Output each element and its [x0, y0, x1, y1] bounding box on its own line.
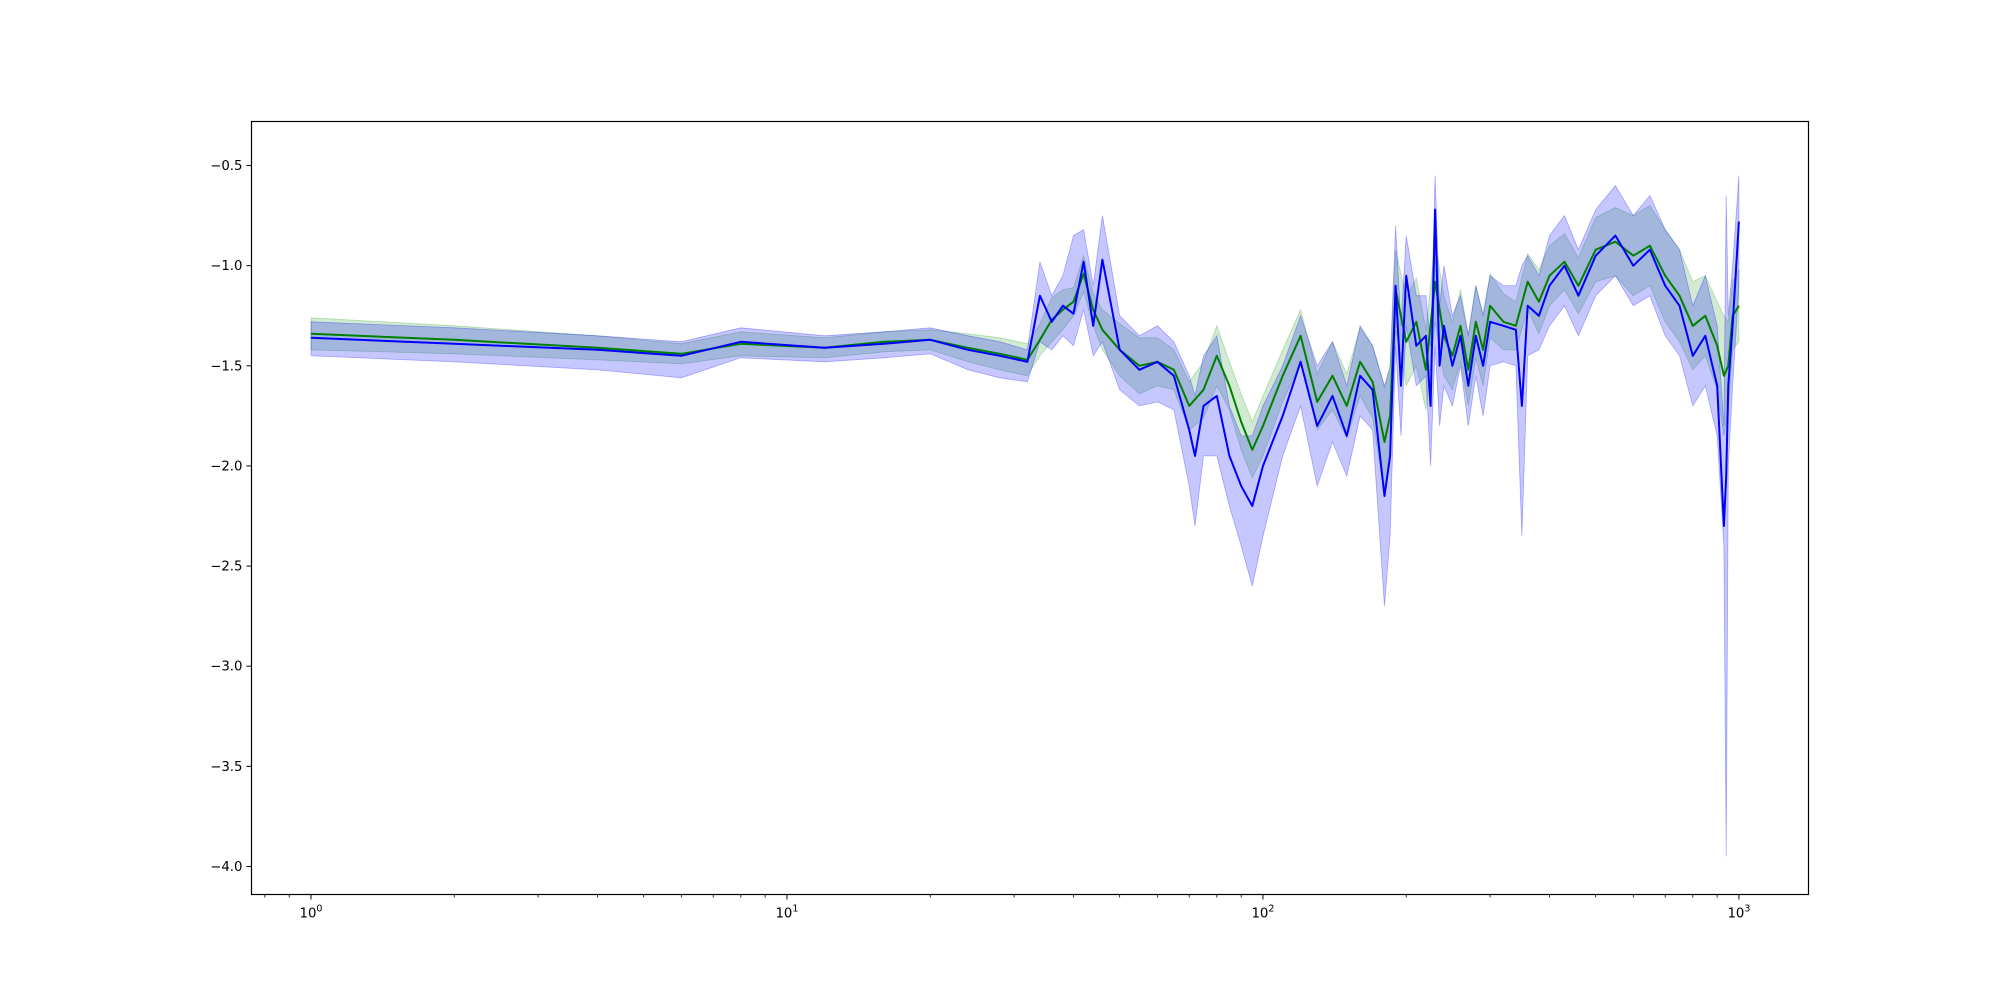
confidence-band-1	[310, 175, 1740, 857]
y-tick-label: −0.5	[210, 159, 242, 174]
y-tick-label: −3.5	[210, 760, 242, 775]
y-tick-label: −2.0	[210, 459, 242, 474]
x-tick-label: 101	[775, 904, 798, 922]
x-tick-label: 102	[1251, 904, 1274, 922]
confidence-band-0	[310, 205, 1740, 497]
x-tick-label: 103	[1727, 904, 1750, 922]
confidence-bands	[310, 175, 1740, 857]
y-tick-label: −1.0	[210, 259, 242, 274]
series-line-1	[310, 208, 1740, 527]
series-lines	[310, 208, 1740, 527]
y-tick-label: −2.5	[210, 560, 242, 575]
y-tick-label: −4.0	[210, 860, 242, 875]
y-tick-label: −3.0	[210, 660, 242, 675]
y-axis: −0.5 −1.0 −1.5 −2.0 −2.5 −3.0 −3.5 −4.0	[210, 159, 252, 875]
x-axis: 100 101 102 103	[264, 894, 1750, 922]
y-tick-label: −1.5	[210, 359, 242, 374]
plot-area-frame	[250, 120, 1810, 896]
x-tick-label: 100	[299, 904, 322, 922]
